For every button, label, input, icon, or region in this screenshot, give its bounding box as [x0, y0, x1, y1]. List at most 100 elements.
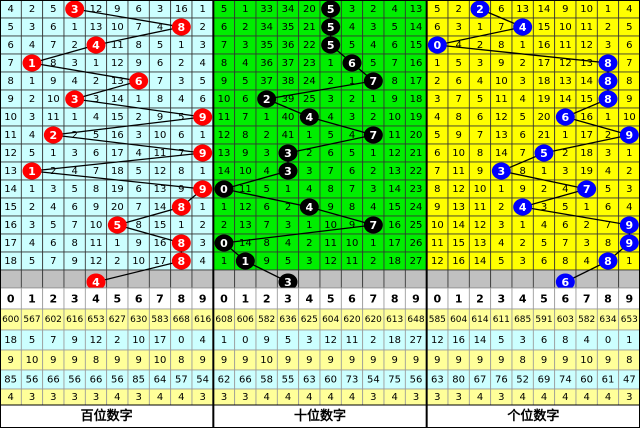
stat-value: 3: [221, 392, 227, 403]
cell-value: 8: [93, 184, 99, 195]
stat-value: 0: [605, 335, 611, 346]
cell-value: 2: [135, 112, 141, 123]
stat-value: 4: [285, 392, 291, 403]
cell-value: 4: [455, 40, 461, 51]
cell-value: 23: [410, 184, 423, 195]
stat-value: 66: [90, 375, 103, 386]
stat-value: 9: [71, 355, 77, 366]
cell-value: 5: [93, 130, 99, 141]
draw-ball-digit: 7: [370, 129, 378, 142]
cell-value: 1: [370, 238, 376, 249]
draw-ball: [427, 36, 447, 54]
cell-value: 5: [349, 148, 355, 159]
cell-value: 4: [263, 166, 269, 177]
cell-value: 9: [93, 202, 99, 213]
header-digit: 6: [562, 293, 570, 306]
draw-ball: [598, 252, 618, 270]
cell-value: 8: [135, 40, 141, 51]
cell-value: 1: [221, 202, 227, 213]
header-digit: 1: [242, 293, 250, 306]
header-digit: 2: [263, 293, 271, 306]
draw-ball-digit: 0: [220, 183, 228, 196]
draw-ball: [513, 198, 533, 216]
cell-value: 4: [605, 166, 611, 177]
stat-value: 0: [242, 335, 248, 346]
cell-value: 1: [263, 112, 269, 123]
cell-value: 4: [285, 238, 291, 249]
cell-value: 3: [306, 166, 312, 177]
stat-value: 8: [178, 355, 184, 366]
cell-value: 2: [114, 256, 120, 267]
cell-value: 14: [111, 94, 124, 105]
cell-value: 8: [477, 148, 483, 159]
cell-value: 1: [349, 76, 355, 87]
cell-value: 6: [434, 22, 440, 33]
cell-value: 9: [391, 94, 397, 105]
draw-ball-digit: 8: [178, 201, 186, 214]
cell-value: 5: [178, 112, 184, 123]
section-label: 百位数字: [81, 408, 133, 424]
stat-value: 0: [178, 335, 184, 346]
draw-ball-digit: 8: [604, 57, 612, 70]
cell-value: 11: [580, 22, 593, 33]
cell-value: 3: [29, 22, 35, 33]
draw-ball-digit: 6: [348, 57, 356, 70]
cell-value: 10: [47, 94, 60, 105]
draw-ball-digit: 0: [434, 39, 442, 52]
cell-value: 18: [580, 148, 593, 159]
cell-value: 11: [559, 40, 572, 51]
cell-value: 10: [346, 238, 359, 249]
cell-value: 14: [388, 184, 401, 195]
stat-value: 10: [26, 355, 39, 366]
cell-value: 36: [260, 58, 273, 69]
draw-ball: [171, 234, 191, 252]
cell-value: 6: [178, 130, 184, 141]
cell-value: 1: [605, 4, 611, 15]
cell-value: 8: [157, 94, 163, 105]
cell-value: 22: [410, 166, 423, 177]
cell-value: 16: [388, 220, 401, 231]
cell-value: 2: [498, 202, 504, 213]
cell-value: 2: [519, 58, 525, 69]
stat-value: 63: [431, 375, 444, 386]
cell-value: 5: [605, 184, 611, 195]
stat-value: 3: [50, 392, 56, 403]
cell-value: 14: [559, 94, 572, 105]
stat-value: 63: [303, 375, 316, 386]
cell-value: 5: [221, 4, 227, 15]
cell-value: 12: [431, 256, 444, 267]
cell-value: 8: [178, 166, 184, 177]
cell-value: 4: [562, 184, 568, 195]
section-label: 十位数字: [294, 408, 346, 424]
stat-value: 616: [66, 315, 83, 325]
cell-value: 5: [434, 130, 440, 141]
cell-value: 7: [93, 166, 99, 177]
cell-value: 6: [263, 202, 269, 213]
cell-value: 39: [282, 94, 295, 105]
cell-value: 38: [282, 76, 295, 87]
header-digit: 0: [7, 293, 15, 306]
header-digit: 7: [156, 293, 164, 306]
cell-value: 12: [580, 40, 593, 51]
cell-value: 16: [538, 40, 551, 51]
stat-value: 66: [47, 375, 60, 386]
cell-value: 1: [626, 148, 632, 159]
header-digit: 9: [626, 293, 634, 306]
cell-value: 16: [410, 58, 423, 69]
draw-ball: [22, 162, 42, 180]
cell-value: 6: [626, 40, 632, 51]
draw-ball: [299, 198, 319, 216]
stat-value: 3: [29, 392, 35, 403]
cell-value: 1: [221, 256, 227, 267]
stat-value: 56: [68, 375, 81, 386]
draw-ball: [107, 216, 127, 234]
cell-value: 2: [327, 76, 333, 87]
next-row-cell: [148, 269, 172, 289]
cell-value: 8: [455, 112, 461, 123]
cell-value: 12: [4, 148, 17, 159]
draw-ball: [555, 108, 575, 126]
draw-ball-digit: 2: [476, 3, 484, 16]
stat-value: 62: [218, 375, 231, 386]
stat-value: 4: [583, 392, 589, 403]
cell-value: 3: [370, 184, 376, 195]
